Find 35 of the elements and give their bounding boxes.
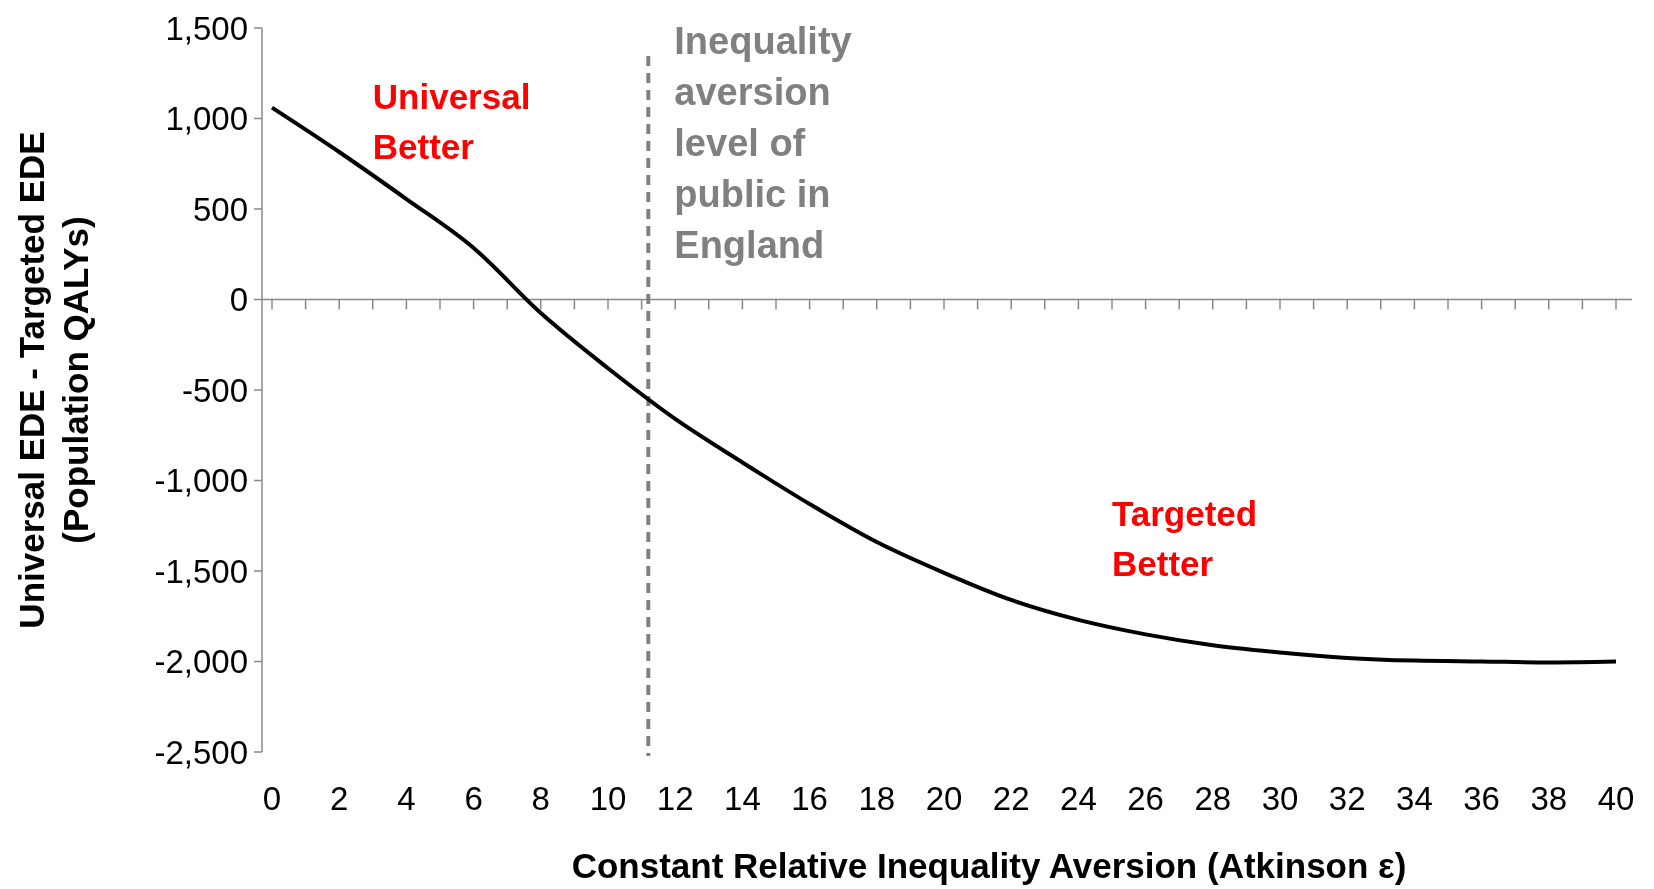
x-tick-label: 36 (1463, 780, 1500, 817)
x-axis-title: Constant Relative Inequality Aversion (Atkinson ε) (571, 846, 1407, 885)
x-tick-label: 28 (1194, 780, 1232, 817)
y-tick-label: 0 (229, 281, 248, 319)
x-tick-label: 22 (992, 780, 1030, 817)
y-tick-label: 1,000 (165, 100, 248, 138)
x-tick-label: 18 (858, 780, 896, 817)
x-tick-label: 6 (464, 780, 483, 817)
ref-line-label: Inequality aversion level of public in England (674, 20, 852, 266)
x-tick-label: 2 (330, 780, 349, 817)
x-tick-label: 40 (1597, 780, 1635, 817)
x-tick-label: 4 (397, 780, 416, 817)
y-tick-label: -2,000 (154, 643, 248, 681)
x-tick-label: 12 (656, 780, 694, 817)
y-tick-label: -1,000 (154, 462, 248, 500)
x-tick-label: 32 (1328, 780, 1366, 817)
x-tick-label: 30 (1261, 780, 1299, 817)
y-tick-label: -2,500 (154, 733, 248, 771)
y-tick-label: -500 (181, 371, 248, 409)
x-tick-label: 16 (791, 780, 828, 817)
y-tick-label: 1,500 (165, 9, 248, 47)
annotation: Targeted Better (1112, 493, 1258, 583)
x-tick-label: 38 (1530, 780, 1568, 817)
x-tick-label: 14 (724, 780, 761, 817)
x-tick-label: 24 (1060, 780, 1097, 817)
y-axis-title: Universal EDE - Targeted EDE (Population QALYs) (12, 131, 95, 629)
y-tick-label: 500 (192, 190, 248, 228)
x-tick-label: 10 (589, 780, 627, 817)
y-tick-label: -1,500 (154, 552, 248, 590)
x-tick-label: 0 (262, 780, 282, 817)
annotation: Universal Better (372, 77, 531, 167)
x-tick-label: 20 (925, 780, 963, 817)
x-tick-label: 34 (1396, 780, 1433, 817)
x-tick-label: 26 (1127, 780, 1164, 817)
x-tick-label: 8 (531, 780, 550, 817)
